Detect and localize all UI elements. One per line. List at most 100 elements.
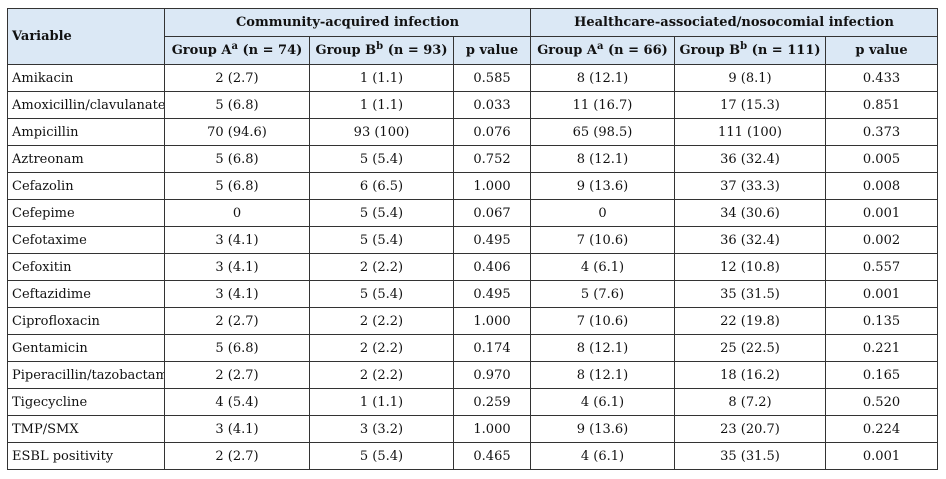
table-cell: 0.259 <box>453 388 531 416</box>
row-variable: Aztreonam <box>7 145 165 173</box>
table-cell: 0.174 <box>453 334 531 362</box>
table-cell: 65 (98.5) <box>530 118 675 146</box>
table-cell: 5 (5.4) <box>309 199 454 227</box>
table-cell: 4 (6.1) <box>530 388 675 416</box>
table-cell: 111 (100) <box>674 118 826 146</box>
table-row: Cefepime 0 5 (5.4) 0.067 0 34 (30.6) 0.001 <box>7 199 938 227</box>
group-header-community: Community-acquired infection <box>164 8 531 37</box>
col-header-hc-p-value: p value <box>825 36 938 65</box>
table-cell: 0.001 <box>825 442 938 470</box>
table-row: Ceftazidime 3 (4.1) 5 (5.4) 0.495 5 (7.6) 35 … <box>7 280 938 308</box>
table-cell: 0.005 <box>825 145 938 173</box>
table-cell: 0.520 <box>825 388 938 416</box>
row-variable: Cefazolin <box>7 172 165 200</box>
table-cell: 35 (31.5) <box>674 442 826 470</box>
table-row: Cefoxitin 3 (4.1) 2 (2.2) 0.406 4 (6.1) 12 (1… <box>7 253 938 281</box>
row-variable: Ceftazidime <box>7 280 165 308</box>
table-row: Gentamicin 5 (6.8) 2 (2.2) 0.174 8 (12.1) 25 … <box>7 334 938 362</box>
table-cell: 2 (2.2) <box>309 253 454 281</box>
table-row: Ampicillin 70 (94.6) 93 (100) 0.076 65 (98.5… <box>7 118 938 146</box>
table-cell: 3 (4.1) <box>164 415 310 443</box>
table-cell: 11 (16.7) <box>530 91 675 119</box>
table-cell: 6 (6.5) <box>309 172 454 200</box>
table-cell: 1.000 <box>453 172 531 200</box>
row-variable: Amikacin <box>7 64 165 92</box>
header-row-columns: Group Aa (n = 74) Group Bb (n = 93) p va… <box>8 36 938 65</box>
table-row: Ciprofloxacin 2 (2.7) 2 (2.2) 1.000 7 (10.6)… <box>7 307 938 335</box>
table-cell: 8 (12.1) <box>530 361 675 389</box>
col-header-ca-group-b: Group Bb (n = 93) <box>309 36 454 65</box>
table-row: ESBL positivity 2 (2.7) 5 (5.4) 0.465 4 (6.1… <box>7 442 938 470</box>
table-cell: 93 (100) <box>309 118 454 146</box>
table-cell: 8 (12.1) <box>530 334 675 362</box>
table-cell: 3 (3.2) <box>309 415 454 443</box>
table-cell: 7 (10.6) <box>530 226 675 254</box>
row-variable: Amoxicillin/clavulanate <box>7 91 165 119</box>
table-cell: 3 (4.1) <box>164 253 310 281</box>
row-variable: TMP/SMX <box>7 415 165 443</box>
table-cell: 25 (22.5) <box>674 334 826 362</box>
table-cell: 5 (7.6) <box>530 280 675 308</box>
table-cell: 2 (2.2) <box>309 361 454 389</box>
table-cell: 0 <box>164 199 310 227</box>
table-cell: 9 (8.1) <box>674 64 826 92</box>
table-row: Aztreonam 5 (6.8) 5 (5.4) 0.752 8 (12.1) 36 (… <box>7 145 938 173</box>
table-cell: 9 (13.6) <box>530 415 675 443</box>
table-cell: 0.851 <box>825 91 938 119</box>
table-cell: 4 (6.1) <box>530 442 675 470</box>
table-row: Tigecycline 4 (5.4) 1 (1.1) 0.259 4 (6.1) 8 (… <box>7 388 938 416</box>
table-cell: 5 (6.8) <box>164 334 310 362</box>
table-cell: 36 (32.4) <box>674 226 826 254</box>
table-cell: 5 (5.4) <box>309 442 454 470</box>
table-cell: 1.000 <box>453 307 531 335</box>
table-cell: 5 (5.4) <box>309 145 454 173</box>
table-cell: 0.008 <box>825 172 938 200</box>
table-cell: 2 (2.7) <box>164 442 310 470</box>
table-cell: 1 (1.1) <box>309 91 454 119</box>
table-cell: 0.557 <box>825 253 938 281</box>
table-cell: 0.002 <box>825 226 938 254</box>
table-cell: 4 (6.1) <box>530 253 675 281</box>
header-row-groups: Variable Community-acquired infection He… <box>7 8 938 65</box>
row-variable: Cefoxitin <box>7 253 165 281</box>
table-cell: 0.970 <box>453 361 531 389</box>
table-cell: 8 (12.1) <box>530 64 675 92</box>
table-cell: 3 (4.1) <box>164 280 310 308</box>
table-cell: 1.000 <box>453 415 531 443</box>
row-variable: Ampicillin <box>7 118 165 146</box>
table-cell: 5 (6.8) <box>164 172 310 200</box>
table-cell: 22 (19.8) <box>674 307 826 335</box>
row-variable: Cefotaxime <box>7 226 165 254</box>
table-cell: 2 (2.7) <box>164 361 310 389</box>
table-cell: 0 <box>530 199 675 227</box>
table-cell: 0.221 <box>825 334 938 362</box>
table-cell: 37 (33.3) <box>674 172 826 200</box>
variable-header: Variable <box>7 8 165 65</box>
table-cell: 0.752 <box>453 145 531 173</box>
group-header-healthcare: Healthcare-associated/nosocomial infecti… <box>530 8 938 37</box>
table-body: Amikacin 2 (2.7) 1 (1.1) 0.585 8 (12.1) 9 (8.… <box>7 64 938 470</box>
table-cell: 0.406 <box>453 253 531 281</box>
table-cell: 5 (6.8) <box>164 145 310 173</box>
table-cell: 0.076 <box>453 118 531 146</box>
table-cell: 0.433 <box>825 64 938 92</box>
row-variable: Gentamicin <box>7 334 165 362</box>
table-cell: 4 (5.4) <box>164 388 310 416</box>
table-cell: 5 (5.4) <box>309 280 454 308</box>
table-cell: 18 (16.2) <box>674 361 826 389</box>
row-variable: Ciprofloxacin <box>7 307 165 335</box>
table-cell: 2 (2.7) <box>164 307 310 335</box>
row-variable: Tigecycline <box>7 388 165 416</box>
table-cell: 7 (10.6) <box>530 307 675 335</box>
table-row: Piperacillin/tazobactam 2 (2.7) 2 (2.2) 0.9… <box>7 361 938 389</box>
table-cell: 1 (1.1) <box>309 388 454 416</box>
table-row: TMP/SMX 3 (4.1) 3 (3.2) 1.000 9 (13.6) 23 (20… <box>7 415 938 443</box>
results-table: Variable Community-acquired infection He… <box>7 8 938 470</box>
table-cell: 0.465 <box>453 442 531 470</box>
table-cell: 34 (30.6) <box>674 199 826 227</box>
row-variable: Piperacillin/tazobactam <box>7 361 165 389</box>
table-cell: 36 (32.4) <box>674 145 826 173</box>
table-cell: 9 (13.6) <box>530 172 675 200</box>
table-cell: 5 (5.4) <box>309 226 454 254</box>
table-row: Amoxicillin/clavulanate 5 (6.8) 1 (1.1) 0.0… <box>7 91 938 119</box>
